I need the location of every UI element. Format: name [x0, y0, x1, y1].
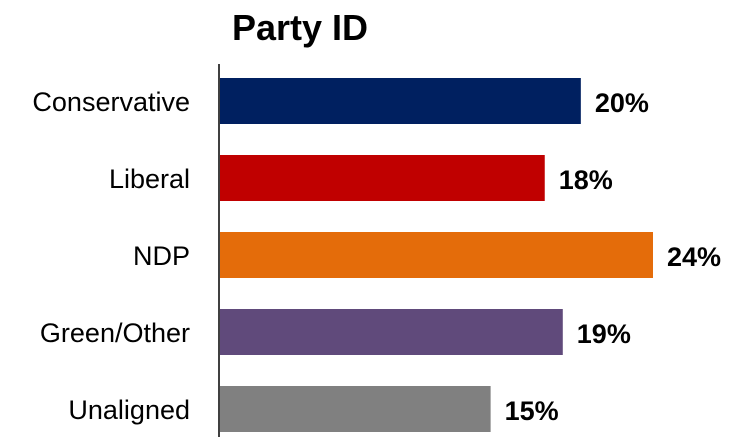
value-label: 18%	[559, 165, 613, 195]
category-label: Conservative	[32, 87, 190, 117]
bar-conservative	[220, 78, 581, 124]
bar-unaligned	[220, 386, 491, 432]
value-label: 24%	[667, 242, 721, 272]
category-label: Liberal	[109, 164, 190, 194]
chart-title: Party ID	[232, 7, 368, 48]
value-label: 20%	[595, 88, 649, 118]
bar-liberal	[220, 155, 545, 201]
category-label: NDP	[133, 241, 190, 271]
category-label: Green/Other	[40, 318, 190, 348]
category-label: Unaligned	[68, 395, 190, 425]
value-label: 15%	[505, 396, 559, 426]
bar-ndp	[220, 232, 653, 278]
bars-group: Conservative 20% Liberal 18% NDP 24% Green/Oth…	[32, 78, 721, 432]
bar-green-other	[220, 309, 563, 355]
value-label: 19%	[577, 319, 631, 349]
